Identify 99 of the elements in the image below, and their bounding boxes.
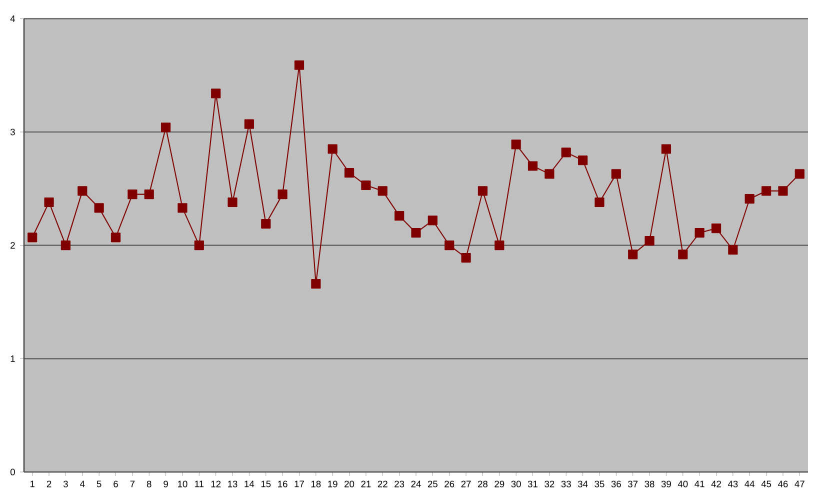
x-tick-label: 22 (378, 480, 388, 488)
x-tick-label: 41 (694, 480, 704, 488)
x-tick-label: 45 (761, 480, 772, 488)
point (794, 169, 804, 179)
point (778, 186, 788, 196)
x-tick-label: 35 (594, 480, 604, 488)
y-tick-label: 4 (10, 15, 16, 22)
x-tick-label: 43 (728, 480, 738, 488)
x-tick-label: 30 (511, 480, 521, 488)
x-tick-label: 13 (228, 480, 238, 488)
x-tick-label: 33 (561, 480, 571, 488)
point (160, 122, 171, 132)
point (478, 186, 488, 196)
point (44, 197, 54, 208)
x-tick-label: 9 (164, 480, 168, 488)
x-tick-label: 21 (361, 480, 371, 488)
point (128, 190, 138, 200)
point (694, 228, 704, 238)
x-tick-label: 10 (178, 480, 188, 488)
x-tick-label: 20 (344, 480, 354, 488)
x-tick-label: 24 (411, 480, 421, 488)
point (628, 250, 638, 260)
x-tick-label: 39 (661, 480, 671, 488)
x-tick-label: 32 (544, 480, 554, 488)
x-tick-label: 46 (778, 480, 788, 488)
x-tick-label: 42 (711, 480, 721, 488)
point (511, 140, 521, 150)
point (728, 245, 738, 255)
x-tick-label: 37 (628, 480, 638, 488)
point (194, 240, 204, 250)
point (244, 119, 254, 129)
point (711, 224, 722, 234)
x-tick-label: 44 (744, 480, 755, 488)
x-tick-label: 2 (46, 480, 52, 488)
point (110, 232, 121, 242)
x-tick-label: 38 (644, 480, 654, 488)
x-tick-label: 36 (611, 480, 621, 488)
point (561, 148, 571, 158)
point (28, 232, 38, 242)
y-tick-label: 3 (10, 128, 15, 136)
point (344, 168, 354, 178)
x-tick-label: 19 (328, 480, 338, 488)
point (494, 240, 504, 250)
point (544, 169, 554, 179)
point (261, 218, 271, 229)
x-tick-label: 18 (311, 480, 321, 488)
point (378, 186, 388, 196)
x-tick-label: 27 (461, 480, 471, 488)
point (178, 203, 188, 213)
point (528, 161, 538, 171)
x-tick-label: 26 (444, 480, 454, 488)
x-tick-label: 15 (261, 480, 271, 488)
x-tick-label: 12 (211, 480, 221, 488)
x-tick-label: 28 (478, 480, 488, 488)
point (78, 186, 88, 196)
x-tick-label: 8 (146, 480, 152, 488)
point (361, 180, 371, 190)
point (744, 194, 754, 204)
x-tick-label: 31 (528, 480, 538, 488)
x-tick-label: 25 (428, 480, 438, 488)
point (678, 250, 688, 260)
point (311, 279, 321, 289)
x-tick-label: 7 (130, 480, 135, 488)
y-tick-label: 0 (10, 468, 15, 476)
x-tick-label: 3 (63, 480, 68, 488)
x-tick-label: 16 (278, 480, 288, 488)
x-tick-label: 17 (294, 480, 304, 488)
x-tick-label: 6 (114, 480, 118, 488)
x-tick-label: 4 (80, 480, 85, 488)
point (394, 211, 404, 221)
point (94, 203, 104, 213)
point (211, 88, 221, 98)
x-tick-label: 1 (30, 480, 34, 488)
point (461, 252, 471, 263)
x-tick-label: 23 (394, 480, 404, 488)
x-tick-label: 34 (578, 480, 588, 488)
x-tick-label: 14 (244, 480, 254, 488)
point (578, 156, 588, 166)
x-tick-label: 40 (678, 480, 688, 488)
x-tick-label: 47 (794, 480, 804, 488)
point (611, 169, 621, 179)
point (328, 144, 338, 154)
x-tick-label: 5 (96, 480, 102, 488)
x-tick-label: 29 (494, 480, 504, 488)
point (594, 197, 604, 208)
x-tick-label: 11 (195, 480, 204, 488)
point (60, 240, 71, 250)
point (294, 60, 304, 70)
point (428, 216, 438, 226)
point (644, 236, 654, 246)
point (761, 186, 772, 196)
y-tick-label: 2 (10, 242, 15, 249)
point (278, 190, 288, 200)
point (411, 228, 421, 238)
point (228, 197, 238, 208)
point (661, 144, 672, 154)
point (444, 240, 454, 250)
point (144, 190, 154, 200)
y-tick-label: 1 (10, 355, 15, 362)
